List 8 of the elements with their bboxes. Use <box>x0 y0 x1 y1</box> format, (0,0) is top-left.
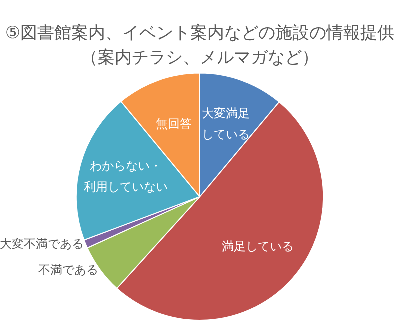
slice-label: わからない・利用していない <box>84 158 168 194</box>
chart-subtitle: （案内チラシ、メルマガなど） <box>81 48 319 68</box>
chart-title: ⑤図書館案内、イベント案内などの施設の情報提供 <box>5 24 395 44</box>
slice-label: 大変不満である <box>0 237 84 252</box>
slice-label: 大変満足している <box>202 106 250 142</box>
slice-label: 不満である <box>38 263 99 278</box>
slice-label: 無回答 <box>156 116 192 131</box>
slice-label: 満足している <box>222 239 294 254</box>
